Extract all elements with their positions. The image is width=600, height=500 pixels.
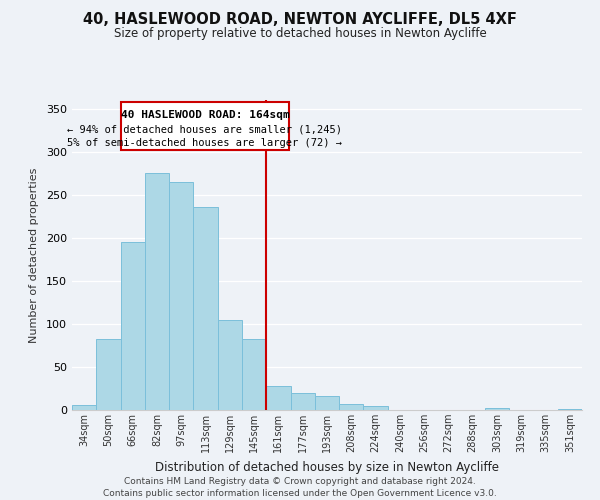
Bar: [266, 386, 290, 410]
Bar: [193, 207, 218, 410]
Bar: [315, 396, 339, 410]
Text: Contains HM Land Registry data © Crown copyright and database right 2024.: Contains HM Land Registry data © Crown c…: [124, 478, 476, 486]
Bar: [364, 406, 388, 410]
X-axis label: Distribution of detached houses by size in Newton Aycliffe: Distribution of detached houses by size …: [155, 460, 499, 473]
Bar: [218, 320, 242, 410]
Text: Size of property relative to detached houses in Newton Aycliffe: Size of property relative to detached ho…: [113, 28, 487, 40]
Bar: [558, 409, 582, 410]
Bar: [242, 338, 266, 410]
Bar: [145, 173, 169, 410]
Text: Contains public sector information licensed under the Open Government Licence v3: Contains public sector information licen…: [103, 489, 497, 498]
Text: 40, HASLEWOOD ROAD, NEWTON AYCLIFFE, DL5 4XF: 40, HASLEWOOD ROAD, NEWTON AYCLIFFE, DL5…: [83, 12, 517, 28]
Text: 40 HASLEWOOD ROAD: 164sqm: 40 HASLEWOOD ROAD: 164sqm: [121, 110, 289, 120]
Bar: [72, 405, 96, 410]
Text: ← 94% of detached houses are smaller (1,245): ← 94% of detached houses are smaller (1,…: [67, 124, 343, 134]
Bar: [121, 242, 145, 410]
Bar: [339, 404, 364, 410]
Text: 5% of semi-detached houses are larger (72) →: 5% of semi-detached houses are larger (7…: [67, 138, 343, 148]
Y-axis label: Number of detached properties: Number of detached properties: [29, 168, 39, 342]
Bar: [169, 182, 193, 410]
Polygon shape: [121, 102, 289, 150]
Bar: [96, 338, 121, 410]
Bar: [485, 408, 509, 410]
Bar: [290, 393, 315, 410]
